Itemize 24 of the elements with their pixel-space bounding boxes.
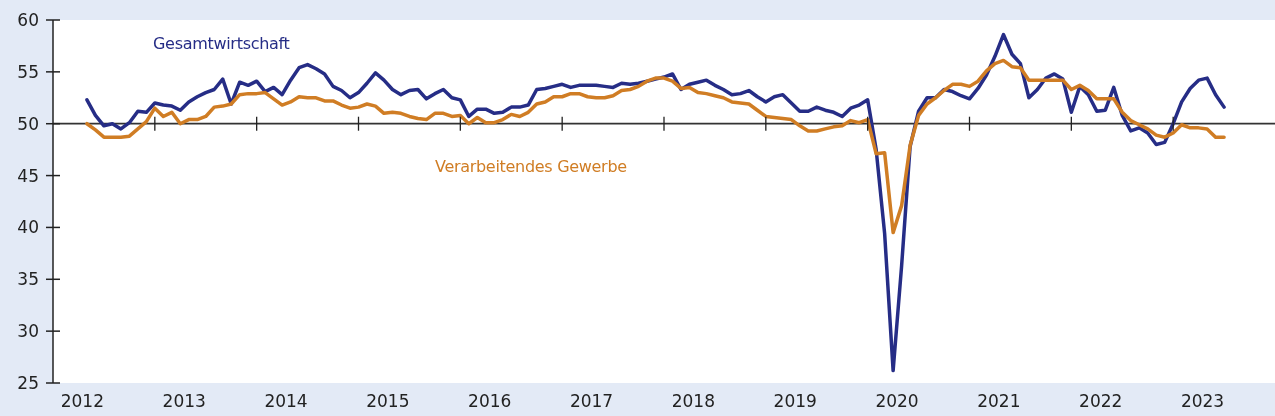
- y-tick-label: 60: [17, 10, 39, 30]
- x-tick-label: 2020: [875, 391, 919, 411]
- line-series: [85, 58, 1226, 235]
- x-tick-label: 2021: [977, 391, 1021, 411]
- x-tick-label: 2022: [1079, 391, 1123, 411]
- x-tick-label: 2019: [773, 391, 817, 411]
- y-tick-label: 55: [17, 61, 39, 82]
- x-tick-label: 2015: [366, 391, 410, 411]
- y-tick-label: 40: [17, 217, 39, 238]
- y-tick-label: 45: [17, 165, 39, 186]
- x-tick-label: 2013: [162, 391, 206, 411]
- line-series: [85, 32, 1226, 373]
- x-tick-label: 2017: [569, 391, 614, 411]
- x-tick-label: 2014: [264, 391, 308, 411]
- y-tick-label: 30: [17, 321, 39, 342]
- text: Verarbeitendes Gewerbe: [435, 157, 627, 176]
- x-tick-label: 2023: [1180, 391, 1225, 411]
- x-tick-label: 2018: [671, 391, 715, 411]
- x-tick-label: 2012: [60, 391, 104, 411]
- y-tick-label: 50: [17, 113, 39, 134]
- series-label: Gesamtwirtschaft: [153, 34, 290, 53]
- y-tick-label: 25: [17, 373, 39, 393]
- y-tick-label: 35: [17, 269, 39, 290]
- x-tick-label: 2016: [468, 391, 512, 411]
